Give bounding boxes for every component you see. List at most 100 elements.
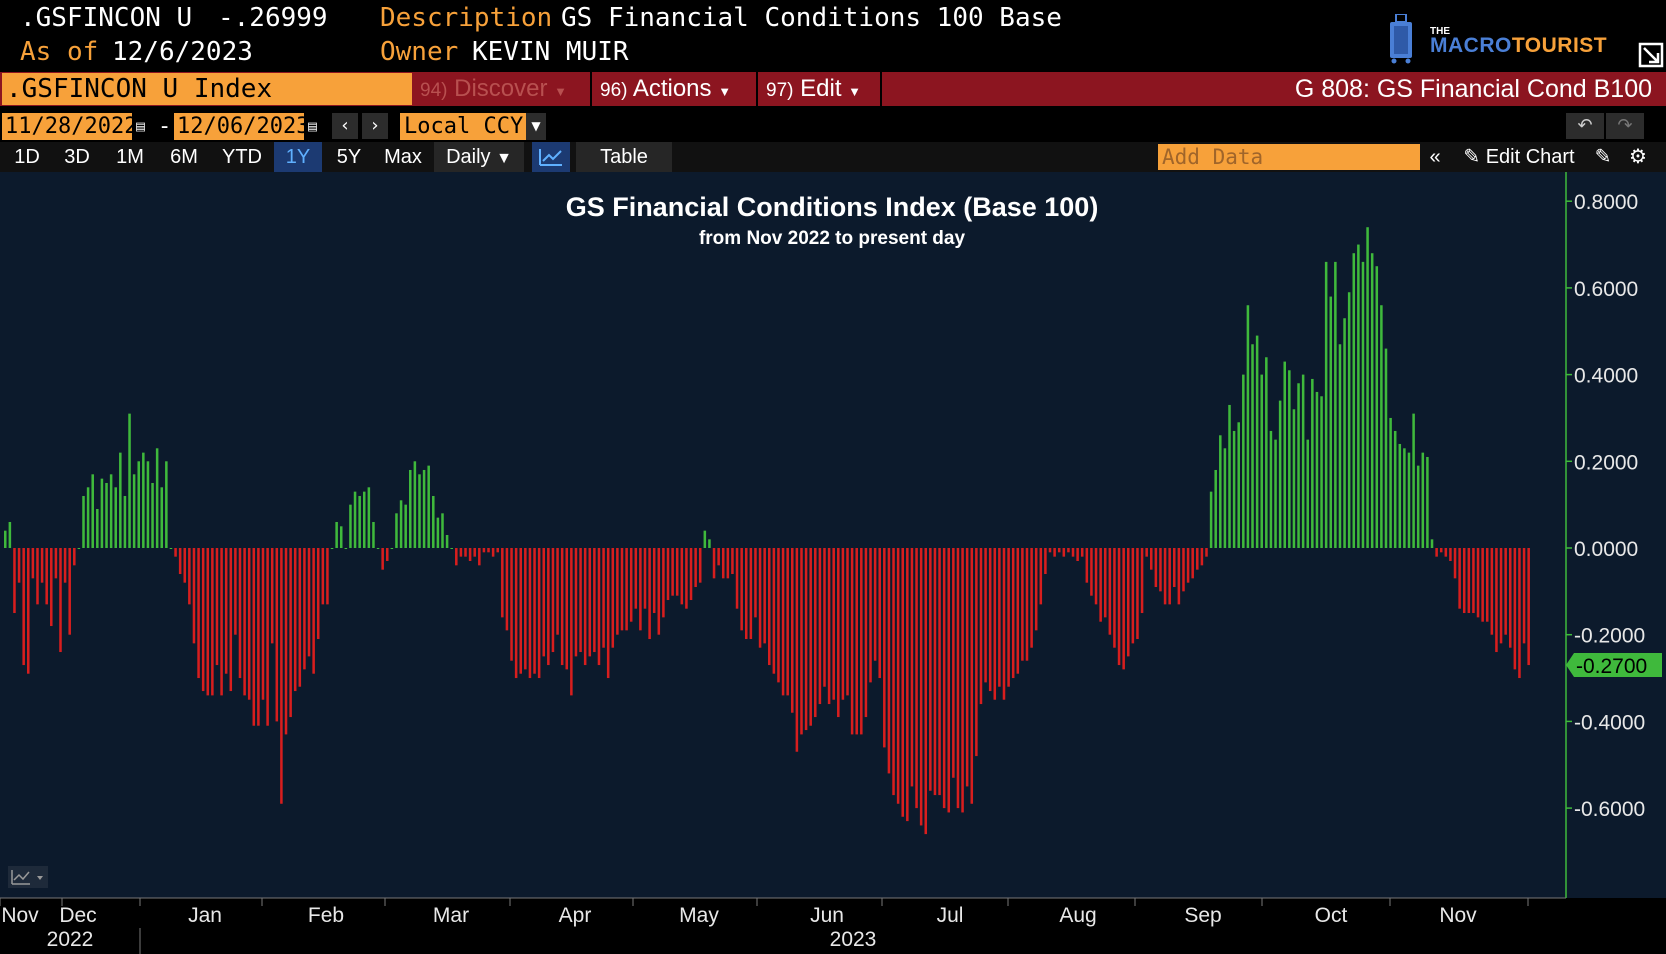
function-title: G 808: GS Financial Cond B100 — [1294, 75, 1652, 103]
bar — [40, 548, 44, 583]
gear-icon[interactable]: ⚙ — [1629, 146, 1647, 168]
y-tick-label: 0.4000 — [1574, 365, 1638, 388]
index-field[interactable]: .GSFINCON U Index — [2, 73, 412, 105]
bar — [1260, 374, 1263, 548]
bar — [1007, 548, 1010, 687]
bar — [1311, 378, 1314, 548]
bar — [418, 474, 421, 549]
bar — [1449, 548, 1452, 561]
bar — [547, 548, 550, 666]
bar — [620, 548, 624, 631]
range-1m-button[interactable]: 1M — [116, 146, 144, 168]
bar — [1159, 548, 1162, 592]
bar — [1182, 548, 1185, 592]
collapse-icon[interactable]: « — [1429, 146, 1441, 168]
bar — [984, 548, 987, 683]
range-toolbar: 1D 3D 1M 6M YTD 1Y 5Y Max Daily ▼ Table … — [0, 142, 1666, 172]
bar — [910, 548, 914, 787]
bar — [1370, 253, 1374, 548]
bar — [482, 548, 486, 553]
bar — [247, 548, 251, 700]
bar — [206, 548, 210, 696]
bar — [339, 526, 343, 548]
bar — [593, 548, 596, 653]
bar — [1338, 344, 1342, 548]
bar — [717, 548, 720, 566]
security-header: .GSFINCON U -.26999 Description GS Finan… — [0, 0, 1666, 72]
bar — [146, 461, 150, 548]
bar — [243, 548, 246, 696]
bar — [975, 548, 978, 757]
range-1d-button[interactable]: 1D — [14, 146, 40, 168]
bar — [846, 548, 849, 696]
bar — [1255, 335, 1259, 548]
bar — [234, 548, 237, 635]
range-6m-button[interactable]: 6M — [170, 146, 198, 168]
chevron-down-icon[interactable]: ▼ — [526, 113, 546, 140]
bar — [772, 548, 776, 674]
bar — [436, 517, 440, 548]
bar — [850, 548, 854, 735]
table-button[interactable]: Table — [576, 142, 672, 172]
chart-area: GS Financial Conditions Index (Base 100)… — [0, 172, 1666, 954]
actions-menu[interactable]: 96) Actions ▼ — [600, 75, 732, 102]
bar — [353, 491, 357, 548]
x-tick-label: Jul — [937, 904, 964, 927]
bar — [519, 548, 522, 674]
end-date-input[interactable]: 12/06/2023 — [174, 113, 309, 140]
bar — [105, 482, 108, 548]
bar — [307, 548, 311, 657]
bar — [1274, 439, 1277, 549]
add-data-input[interactable]: Add Data — [1158, 144, 1420, 170]
range-3d-button[interactable]: 3D — [64, 146, 90, 168]
macro-tourist-logo: THE MACROTOURIST — [1382, 12, 1664, 70]
popout-icon[interactable] — [1638, 42, 1664, 68]
bar — [809, 548, 812, 726]
bar — [698, 548, 702, 583]
bar — [1398, 443, 1402, 548]
edit-chart-button[interactable]: ✎ Edit Chart — [1463, 146, 1575, 168]
x-tick-label: Dec — [59, 904, 96, 927]
prev-period-button[interactable]: ‹ — [332, 113, 358, 139]
bar — [36, 548, 39, 605]
chart-type-icon[interactable] — [8, 866, 48, 888]
logo-brand: MACROTOURIST — [1430, 34, 1608, 57]
bar — [96, 508, 99, 549]
bar — [883, 548, 886, 748]
bar — [1191, 548, 1194, 579]
edit-menu[interactable]: 97) Edit ▼ — [766, 75, 862, 102]
frequency-select[interactable]: Daily ▼ — [434, 142, 524, 172]
bar — [1458, 548, 1461, 609]
bar — [708, 539, 711, 548]
calendar-icon[interactable]: ▤ — [308, 117, 318, 135]
bar — [270, 548, 274, 644]
bar — [777, 548, 780, 683]
bar — [1209, 491, 1213, 548]
currency-select[interactable]: Local CCY ▼ — [400, 113, 546, 140]
bar — [1283, 361, 1286, 548]
next-period-button[interactable]: › — [362, 113, 388, 139]
ticker[interactable]: .GSFINCON U — [20, 3, 193, 33]
calendar-icon[interactable]: ▤ — [136, 117, 146, 135]
bar — [988, 548, 992, 692]
bar — [924, 548, 928, 835]
bar — [965, 548, 969, 787]
annotate-icon[interactable]: ✎ — [1594, 146, 1612, 168]
redo-icon[interactable]: ↷ — [1606, 113, 1644, 139]
range-1y-button[interactable]: 1Y — [274, 142, 322, 172]
range-5y-button[interactable]: 5Y — [336, 146, 362, 168]
range-max-button[interactable]: Max — [384, 146, 422, 168]
bar — [257, 548, 260, 726]
bar — [675, 548, 679, 596]
bar — [510, 548, 513, 661]
bar — [1292, 409, 1296, 548]
undo-icon[interactable]: ↶ — [1566, 113, 1604, 139]
bar — [1453, 548, 1457, 579]
line-chart-icon[interactable] — [532, 142, 570, 172]
bar — [1076, 548, 1079, 561]
bar — [59, 548, 62, 653]
bar — [220, 548, 223, 696]
discover-menu[interactable]: 94) Discover ▼ — [420, 75, 568, 102]
start-date-input[interactable]: 11/28/2022 — [2, 113, 137, 140]
range-ytd-button[interactable]: YTD — [222, 146, 262, 168]
